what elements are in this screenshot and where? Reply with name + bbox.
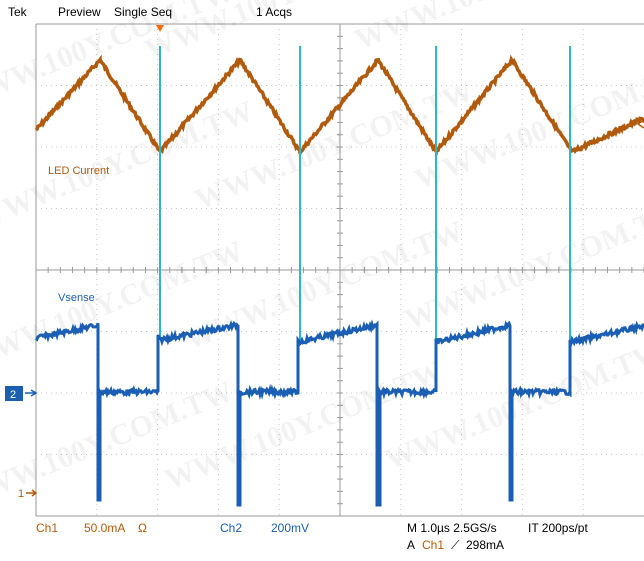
- trigger-position-icon[interactable]: [156, 25, 164, 32]
- ch1-trace-label: LED Current: [48, 165, 110, 177]
- trigger-source[interactable]: Ch1: [422, 538, 445, 552]
- ch1-coupling-icon: Ω: [138, 521, 147, 535]
- ch2-ground-marker[interactable]: 2: [5, 386, 38, 401]
- ch2-scale[interactable]: 200mV: [271, 521, 310, 535]
- mode-label: Preview: [58, 5, 101, 19]
- watermark-text: WWW.100Y.COM.TW: [160, 355, 448, 497]
- trace-vsense: [34, 319, 644, 507]
- trigger-level[interactable]: 298mA: [466, 538, 505, 552]
- ch1-ground-marker[interactable]: 1: [18, 488, 38, 500]
- trigger-slope-icon: ⟋: [451, 538, 460, 552]
- ch2-trace-label: Vsense: [58, 292, 95, 304]
- brand-label: Tek: [8, 5, 27, 19]
- ch1-name[interactable]: Ch1: [36, 521, 59, 535]
- acquisition-count: 1 Acqs: [256, 5, 293, 19]
- status-bar: Tek Preview Single Seq 1 Acqs: [0, 0, 644, 24]
- ch2-marker-label: 2: [10, 389, 16, 401]
- ch1-scale[interactable]: 50.0mA: [84, 521, 126, 535]
- acquisition-mode: Single Seq: [114, 5, 173, 19]
- watermark-text: WWW.100Y.COM.TW: [350, 0, 638, 56]
- watermark-text: WWW.100Y.COM.TW: [0, 95, 258, 237]
- ch2-name[interactable]: Ch2: [220, 521, 243, 535]
- watermark-text: WWW.100Y.COM.TW: [410, 55, 644, 197]
- watermark-text: WWW.100Y.COM.TW: [0, 235, 248, 377]
- ch1-marker-label: 1: [18, 488, 24, 500]
- trace-led-current: [34, 54, 644, 156]
- trigger-prefix: A: [407, 538, 416, 552]
- trigger-level-icon[interactable]: [636, 119, 644, 129]
- interpolation-readout: IT 200ps/pt: [528, 521, 588, 535]
- timebase-readout[interactable]: M 1.0µs 2.5GS/s: [407, 521, 497, 535]
